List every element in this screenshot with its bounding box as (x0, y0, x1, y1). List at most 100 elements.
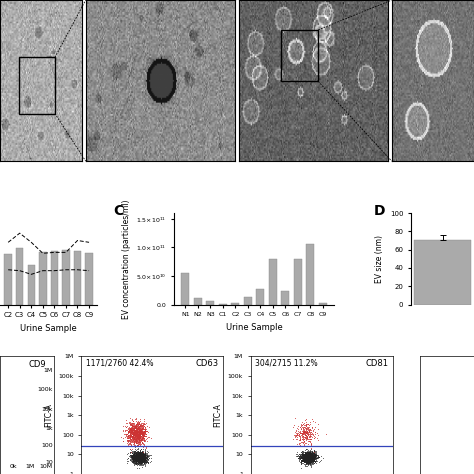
Point (135, 456, 143, 463)
Point (140, 457, 148, 465)
Point (302, 456, 310, 464)
Point (306, 456, 314, 464)
Point (131, 459, 139, 466)
Point (135, 454, 142, 461)
Point (301, 450, 309, 458)
Point (305, 455, 312, 463)
Point (135, 445, 142, 452)
Point (131, 456, 139, 464)
Point (131, 423, 139, 431)
Point (301, 457, 308, 465)
Point (146, 452, 154, 459)
Point (308, 454, 316, 461)
Point (136, 454, 143, 462)
Point (127, 426, 134, 433)
Point (135, 428, 142, 436)
Point (305, 433, 312, 441)
Point (306, 449, 313, 457)
Point (304, 447, 311, 455)
Point (122, 423, 130, 431)
Text: CD81: CD81 (365, 359, 388, 368)
Point (141, 429, 148, 437)
Point (138, 452, 146, 459)
Point (139, 421, 146, 429)
Point (306, 452, 313, 460)
Point (136, 420, 143, 428)
Point (137, 453, 145, 461)
Point (306, 430, 313, 438)
Point (302, 459, 310, 466)
Point (139, 455, 147, 463)
Point (300, 425, 307, 432)
Point (307, 447, 315, 455)
Point (304, 423, 311, 431)
Point (135, 424, 143, 431)
Point (308, 454, 316, 462)
Point (301, 452, 308, 460)
Point (128, 428, 136, 436)
Point (125, 427, 132, 434)
Point (309, 457, 316, 465)
Point (139, 428, 146, 436)
Point (139, 431, 147, 439)
Point (301, 448, 309, 456)
Point (134, 437, 142, 445)
Point (138, 457, 146, 465)
Point (134, 451, 141, 458)
Point (125, 433, 133, 440)
Point (128, 426, 136, 434)
Text: 10k: 10k (41, 407, 53, 412)
Point (307, 448, 314, 456)
Point (127, 426, 134, 433)
Point (133, 452, 141, 460)
Point (302, 448, 310, 456)
Point (138, 425, 146, 433)
Point (138, 452, 146, 459)
Point (302, 452, 310, 460)
Point (132, 433, 139, 440)
Point (313, 455, 321, 462)
Point (305, 455, 313, 463)
Point (298, 452, 305, 460)
Point (140, 452, 148, 460)
Point (299, 458, 307, 465)
Point (305, 452, 313, 459)
Point (305, 428, 312, 436)
Point (307, 456, 314, 463)
Point (138, 456, 146, 463)
Point (304, 449, 311, 457)
Point (303, 451, 311, 458)
Point (297, 457, 305, 465)
Point (303, 449, 311, 456)
Point (134, 456, 141, 464)
Point (136, 456, 144, 463)
Point (136, 454, 143, 461)
Point (300, 438, 307, 445)
Point (134, 434, 141, 442)
Point (302, 450, 310, 458)
Point (301, 451, 308, 458)
Point (134, 454, 142, 462)
Point (310, 455, 318, 463)
Point (308, 448, 316, 456)
Point (128, 429, 135, 437)
Point (137, 456, 144, 464)
Point (307, 450, 315, 458)
Point (297, 456, 305, 464)
Point (131, 458, 139, 466)
Point (124, 425, 131, 433)
Point (303, 460, 310, 467)
Point (300, 456, 308, 464)
Point (297, 429, 305, 437)
Point (139, 440, 146, 448)
Point (135, 436, 143, 444)
Point (130, 454, 138, 461)
Point (135, 449, 142, 456)
Point (135, 454, 143, 462)
Point (129, 423, 137, 430)
Point (301, 454, 308, 462)
Point (136, 424, 143, 431)
Point (302, 420, 310, 428)
Point (301, 454, 309, 461)
Point (132, 429, 139, 437)
